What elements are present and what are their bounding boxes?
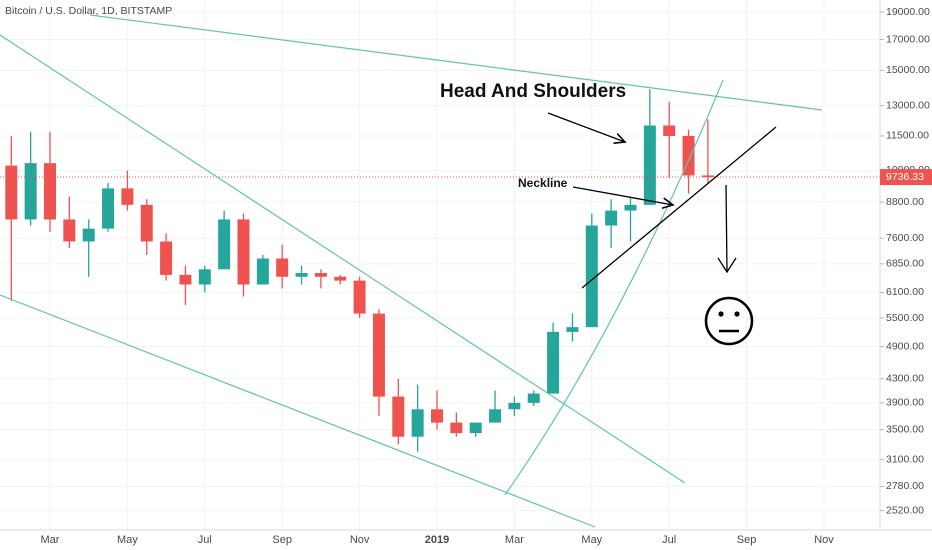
trend-curve bbox=[504, 79, 724, 496]
y-tick-label: 6100.00 bbox=[886, 286, 924, 298]
arrow bbox=[572, 186, 673, 205]
x-tick-label: May bbox=[117, 534, 138, 546]
candle-body bbox=[5, 165, 18, 220]
candle-body bbox=[237, 219, 250, 285]
drawings bbox=[0, 14, 823, 528]
candle-body bbox=[392, 396, 405, 437]
arrow bbox=[725, 184, 728, 273]
candle-body bbox=[431, 409, 443, 423]
x-tick-label: Mar bbox=[505, 534, 524, 546]
candle-body bbox=[295, 273, 308, 277]
y-tick-label: 2780.00 bbox=[886, 480, 924, 492]
candle-body bbox=[643, 125, 656, 205]
emoji-face bbox=[704, 296, 754, 346]
annotation: Head And Shoulders bbox=[440, 81, 626, 102]
candle-body bbox=[102, 188, 115, 229]
candle-body bbox=[24, 163, 37, 220]
candle-body bbox=[682, 135, 695, 176]
arrow bbox=[547, 112, 625, 142]
price-label: 9736.33 bbox=[886, 171, 924, 183]
y-tick-label: 4300.00 bbox=[886, 373, 924, 385]
candle-body bbox=[44, 163, 56, 220]
y-tick-label: 15000.00 bbox=[886, 64, 930, 76]
x-tick-label: Nov bbox=[350, 534, 370, 546]
y-tick-label: 3100.00 bbox=[886, 453, 924, 465]
annotation: Neckline bbox=[518, 176, 568, 190]
x-tick-label: Sep bbox=[737, 534, 757, 546]
y-tick-label: 7600.00 bbox=[886, 232, 924, 244]
chart-title: Bitcoin / U.S. Dollar, 1D, BITSTAMP bbox=[5, 5, 172, 17]
candle-body bbox=[140, 204, 153, 242]
y-tick-label: 6850.00 bbox=[886, 258, 924, 270]
x-tick-label: Jul bbox=[662, 534, 676, 546]
candle-body bbox=[566, 327, 579, 332]
candle-body bbox=[624, 204, 637, 211]
x-tick-label: 2019 bbox=[425, 534, 449, 546]
y-tick-label: 4900.00 bbox=[886, 340, 924, 352]
y-tick-label: 8800.00 bbox=[886, 196, 924, 208]
candle-body bbox=[198, 269, 211, 285]
candle-body bbox=[372, 313, 385, 397]
candle-body bbox=[179, 274, 192, 285]
y-tick-label: 13000.00 bbox=[886, 99, 930, 111]
candle-body bbox=[527, 393, 540, 403]
y-tick-label: 5500.00 bbox=[886, 312, 924, 324]
candle-body bbox=[508, 402, 521, 410]
x-tick-label: Nov bbox=[814, 534, 834, 546]
candle-body bbox=[218, 219, 231, 270]
candle-body bbox=[605, 210, 618, 226]
candle-body bbox=[160, 241, 173, 275]
candle-body bbox=[701, 175, 714, 178]
candle-body bbox=[256, 258, 269, 285]
candle-body bbox=[489, 409, 502, 423]
trend-line bbox=[0, 294, 596, 528]
trend-line bbox=[89, 14, 823, 111]
candle-body bbox=[276, 258, 289, 277]
candle-body bbox=[314, 273, 327, 277]
candle-body bbox=[469, 422, 482, 434]
candle-body bbox=[450, 422, 463, 434]
neckline bbox=[581, 126, 777, 289]
candle-body bbox=[585, 225, 598, 328]
candle-body bbox=[411, 409, 424, 437]
x-tick-label: May bbox=[581, 534, 602, 546]
y-tick-label: 3900.00 bbox=[886, 397, 924, 409]
candle-body bbox=[121, 188, 134, 205]
candles bbox=[0, 89, 880, 452]
y-tick-label: 2520.00 bbox=[886, 504, 924, 516]
y-tick-label: 11500.00 bbox=[886, 130, 929, 142]
x-tick-label: Sep bbox=[272, 534, 292, 546]
x-tick-label: Mar bbox=[41, 534, 60, 546]
arrow-head bbox=[717, 257, 737, 274]
candle-body bbox=[63, 219, 76, 242]
candle-body bbox=[82, 228, 95, 242]
x-tick-label: Jul bbox=[198, 534, 212, 546]
y-tick-label: 19000.00 bbox=[886, 6, 930, 18]
y-tick-label: 3500.00 bbox=[886, 423, 924, 435]
trend-line bbox=[0, 34, 686, 484]
candle-body bbox=[334, 276, 347, 281]
y-tick-label: 17000.00 bbox=[886, 33, 930, 45]
price-label-box bbox=[880, 169, 932, 186]
candle-body bbox=[663, 125, 676, 136]
candle-body bbox=[547, 331, 560, 394]
candle-body bbox=[353, 280, 366, 314]
